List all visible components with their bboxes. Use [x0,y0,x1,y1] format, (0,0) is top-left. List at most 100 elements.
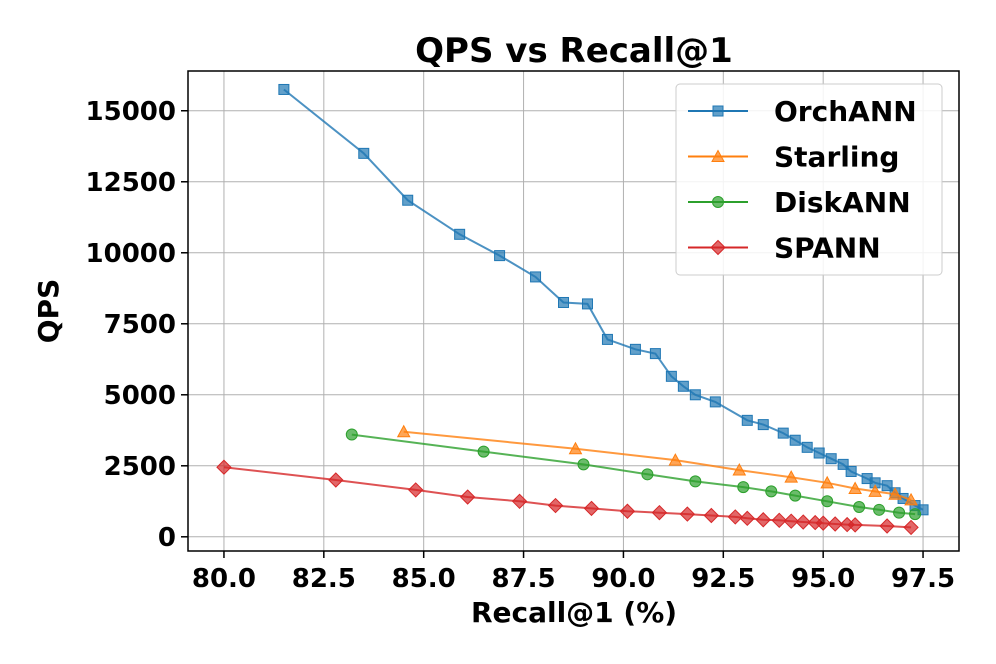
orchann-point [649,348,661,360]
legend-item-spann: SPANN [688,232,881,265]
orchann-point [825,453,837,465]
series-starling [396,424,918,506]
spann-point [679,506,696,522]
legend-marker-orchann [712,105,724,117]
orchann-point [494,250,506,262]
diskann-point [893,506,906,519]
orchann-point [789,434,801,446]
diskann-point [689,475,702,488]
orchann-point [757,419,769,431]
starling-point [868,484,882,497]
diskann-point [909,508,922,521]
orchann-point [677,380,689,392]
y-tick-label: 5000 [104,381,176,411]
chart-title: QPS vs Recall@1 [415,31,733,71]
legend: OrchANN Starling DiskANN SPANN [675,83,943,276]
orchann-point [801,441,813,453]
diskann-point [577,458,590,471]
spann-point [827,516,843,532]
diskann-point [789,489,802,502]
x-tick-label: 85.0 [392,564,456,594]
x-tick-label: 97.5 [891,564,955,594]
series-spann [216,459,919,536]
legend-label-spann: SPANN [774,232,881,265]
y-axis-title: QPS [32,279,65,344]
starling-point [820,475,835,489]
diskann-point [641,468,654,481]
spann-point [328,472,344,488]
plot-frame [187,70,960,552]
diskann-point [477,445,490,458]
y-tick-label: 12500 [86,168,176,198]
x-tick-label: 90.0 [591,564,655,594]
spann-point [815,515,831,531]
x-tick-label: 95.0 [791,564,855,594]
spann-point [903,519,919,536]
starling-point [396,424,411,438]
orchann-point [278,83,290,95]
starling-point [784,470,799,483]
x-axis-title: Recall@1 (%) [471,596,677,629]
spann-point [216,459,232,475]
starling-point [732,463,747,476]
orchann-point [402,194,414,206]
x-axis-ticks: 80.0 82.5 85.0 87.5 90.0 92.5 95.0 97.5 [192,551,955,594]
x-tick-label: 92.5 [691,564,755,594]
orchann-point [837,458,849,470]
orchann-point [709,396,721,408]
orchann-point [777,427,789,439]
spann-point [771,512,787,529]
legend-item-diskann: DiskANN [688,186,911,219]
starling-point [904,492,918,506]
y-axis-ticks: 0 2500 5000 7500 10000 12500 15000 [86,97,188,553]
spann-point [727,509,743,525]
x-tick-label: 87.5 [491,564,555,594]
spann-point [651,504,668,521]
orchann-point [665,370,677,382]
series-layer [216,83,929,536]
legend-box [675,83,943,276]
spann-point [739,510,755,527]
spann-point [547,497,564,514]
y-tick-label: 15000 [86,97,176,127]
legend-label-orchann: OrchANN [774,95,917,128]
spann-point [795,514,811,530]
orchann-point [629,343,641,355]
orchann-point [530,271,542,283]
spann-point [459,489,476,505]
diskann-point [853,500,866,513]
y-tick-label: 2500 [104,452,176,482]
x-tick-label: 80.0 [192,564,256,594]
orchann-point [581,298,593,310]
orchann-point [813,447,825,459]
diskann-point [345,428,358,441]
spann-point [511,493,528,510]
y-tick-label: 0 [158,523,176,553]
x-tick-label: 82.5 [292,564,356,594]
diskann-point [873,503,886,516]
orchann-point [601,333,613,345]
orchann-point [454,228,466,240]
legend-label-diskann: DiskANN [774,186,911,219]
orchann-point [558,296,570,308]
orchann-point [741,414,753,426]
starling-point [888,487,902,500]
spann-point [755,512,771,528]
diskann-point [765,485,778,498]
diskann-point [821,495,834,508]
spann-point [879,518,895,534]
y-tick-label: 7500 [104,310,176,340]
legend-marker-starling [711,149,725,162]
legend-item-starling: Starling [688,141,899,174]
legend-label-starling: Starling [774,141,899,174]
spann-point [583,500,600,517]
legend-marker-diskann [712,196,724,208]
diskann-point [737,481,750,494]
spann-point [783,513,799,529]
spann-point [847,517,863,533]
y-tick-label: 10000 [86,239,176,269]
spann-point [407,482,424,498]
series-diskann [345,428,922,521]
orchann-point [881,480,893,492]
